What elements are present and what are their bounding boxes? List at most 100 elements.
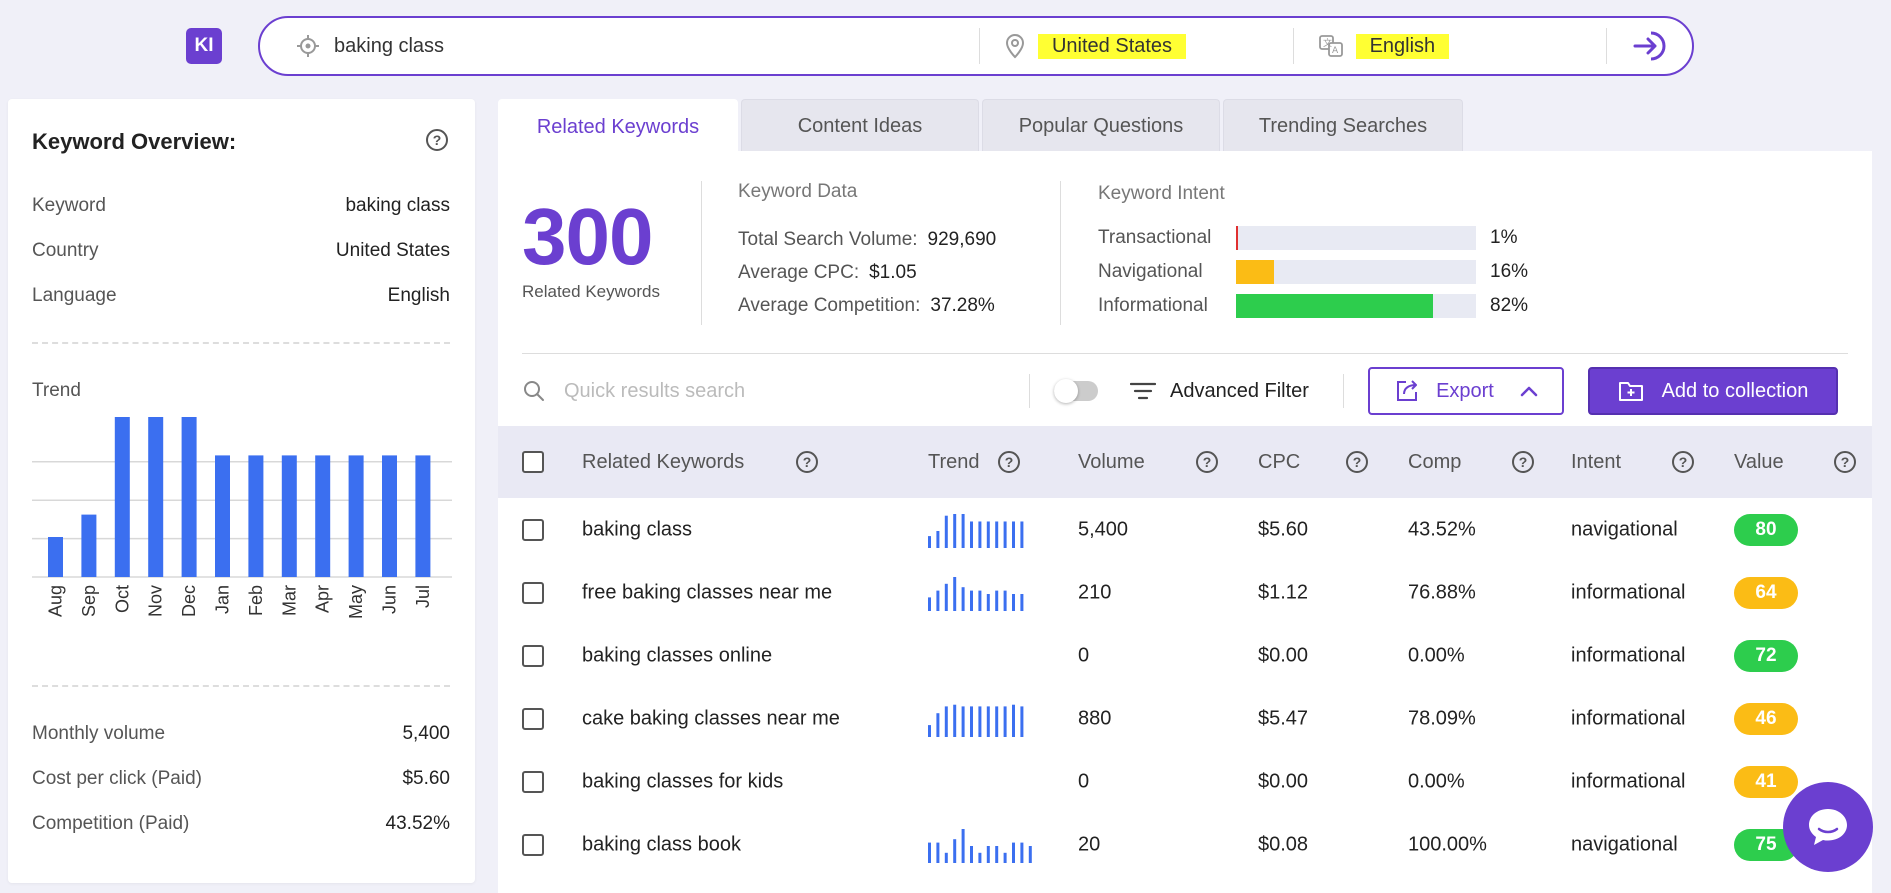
add-to-collection-button[interactable]: Add to collection <box>1587 367 1838 415</box>
language-value[interactable]: English <box>1355 33 1450 59</box>
sparkline-bar <box>953 838 957 863</box>
row-checkbox[interactable] <box>522 833 544 856</box>
trend-bar <box>415 455 431 577</box>
col-header-comp[interactable]: Comp <box>1408 450 1462 473</box>
intent-bar-fill <box>1236 226 1239 250</box>
keyword-cell[interactable]: baking class book <box>582 833 741 855</box>
sparkline-bar <box>986 705 990 737</box>
col-header-intent[interactable]: Intent <box>1571 450 1622 473</box>
sparkline-bar <box>995 705 999 737</box>
row-checkbox[interactable] <box>522 518 544 541</box>
volume-cell: 210 <box>1078 581 1112 603</box>
trend-month-label: Jul <box>413 585 433 608</box>
overview-row-keyword: Keyword baking class <box>32 195 450 217</box>
kd-value: 929,690 <box>927 229 997 250</box>
sparkline-bar <box>978 590 982 611</box>
stat-label: Monthly volume <box>32 723 166 744</box>
intent-pct: 1% <box>1490 227 1518 248</box>
table-row[interactable]: baking classes online 0 $0.00 0.00% informat… <box>498 624 1872 687</box>
keyword-cell[interactable]: baking class <box>582 518 693 540</box>
keyword-overview-panel: Keyword Overview: ? Keyword baking class… <box>8 99 475 883</box>
folder-add-icon <box>1618 382 1643 401</box>
help-icon[interactable]: ? <box>1672 451 1694 473</box>
quick-search-input[interactable] <box>564 379 1004 403</box>
help-icon[interactable]: ? <box>796 451 818 473</box>
overview-title: Keyword Overview: <box>32 129 237 154</box>
country-field[interactable]: United States <box>978 28 1293 64</box>
help-icon[interactable]: ? <box>1196 451 1218 473</box>
col-header-keyword[interactable]: Related Keywords <box>582 450 745 473</box>
trend-sparkline <box>928 764 1038 800</box>
help-icon[interactable]: ? <box>1512 451 1534 473</box>
keyword-field[interactable]: baking class <box>260 18 979 76</box>
table-row[interactable]: free baking classes near me 210 $1.12 76.88… <box>498 561 1872 624</box>
trend-month-label: May <box>346 585 366 619</box>
comp-cell: 76.88% <box>1408 581 1476 603</box>
col-header-cpc[interactable]: CPC <box>1258 450 1301 473</box>
volume-cell: 0 <box>1078 770 1090 792</box>
trend-month-label: Sep <box>79 585 99 617</box>
volume-cell: 5,400 <box>1078 518 1129 540</box>
sparkline-bar <box>936 530 940 548</box>
sparkline-bar <box>970 590 973 611</box>
keyword-cell[interactable]: baking classes for kids <box>582 770 784 792</box>
svg-text:A: A <box>1332 46 1339 56</box>
keyword-cell[interactable]: baking classes online <box>582 644 773 666</box>
filter-toggle[interactable] <box>1054 379 1098 403</box>
col-header-value[interactable]: Value <box>1734 450 1784 473</box>
intent-bar <box>1236 226 1476 250</box>
table-row[interactable]: cake baking classes near me 880 $5.47 78.09… <box>498 687 1872 750</box>
row-checkbox[interactable] <box>522 644 544 667</box>
export-button[interactable]: Export <box>1367 367 1564 415</box>
overview-label: Language <box>32 285 117 306</box>
intent-label: Transactional <box>1098 227 1212 248</box>
kd-row: Total Search Volume: 929,690 <box>738 229 996 251</box>
sparkline-bar <box>1012 593 1015 611</box>
tab-content-ideas[interactable]: Content Ideas <box>741 99 979 152</box>
keyword-cell[interactable]: free baking classes near me <box>582 581 833 603</box>
advanced-filter-button[interactable]: Advanced Filter <box>1130 374 1344 408</box>
chat-launcher-button[interactable] <box>1783 782 1873 872</box>
tab-related-keywords[interactable]: Related Keywords <box>498 99 738 154</box>
comp-cell: 0.00% <box>1408 644 1465 666</box>
country-value[interactable]: United States <box>1037 33 1187 59</box>
help-icon[interactable]: ? <box>1346 451 1368 473</box>
divider <box>522 353 1848 354</box>
trend-sparkline <box>928 638 1038 674</box>
sparkline-bar <box>1003 705 1007 737</box>
help-icon[interactable]: ? <box>426 129 448 151</box>
keyword-input-value[interactable]: baking class <box>334 34 445 57</box>
row-checkbox[interactable] <box>522 770 544 793</box>
trend-month-label: Mar <box>279 585 299 616</box>
table-header: Related Keywords ? Trend ? Volume ? CPC … <box>498 426 1872 498</box>
trend-sparkline <box>928 828 1032 863</box>
help-icon[interactable]: ? <box>998 451 1020 473</box>
translate-icon: 文A <box>1318 35 1343 57</box>
trend-month-label: Dec <box>179 585 199 617</box>
trend-sparkline <box>928 576 1024 611</box>
trend-month-label: Aug <box>46 585 66 617</box>
kd-value: $1.05 <box>869 262 917 283</box>
app-logo[interactable]: KI <box>186 28 222 64</box>
select-all-checkbox[interactable] <box>522 451 544 473</box>
row-checkbox[interactable] <box>522 707 544 730</box>
table-row[interactable]: baking classes for kids 0 $0.00 0.00% inform… <box>498 750 1872 813</box>
chat-bubble-icon <box>1809 809 1847 845</box>
quick-search <box>522 374 1030 408</box>
help-icon[interactable]: ? <box>1834 451 1856 473</box>
sparkline-bar <box>970 845 973 863</box>
table-row[interactable]: baking class book 20 $0.08 100.00% navigatio… <box>498 813 1872 876</box>
tab-trending-searches[interactable]: Trending Searches <box>1223 99 1463 152</box>
table-row[interactable]: baking class 5,400 $5.60 43.52% navigational… <box>498 498 1872 561</box>
row-checkbox[interactable] <box>522 581 544 604</box>
overview-value: baking class <box>345 195 450 216</box>
search-submit-button[interactable] <box>1606 28 1692 64</box>
sparkline-bar <box>961 705 965 737</box>
sparkline-bar <box>1003 590 1007 611</box>
col-header-trend[interactable]: Trend <box>928 450 980 473</box>
keyword-cell[interactable]: cake baking classes near me <box>582 707 840 729</box>
tab-popular-questions[interactable]: Popular Questions <box>982 99 1220 152</box>
trend-sparkline <box>928 704 1024 737</box>
col-header-volume[interactable]: Volume <box>1078 450 1145 473</box>
